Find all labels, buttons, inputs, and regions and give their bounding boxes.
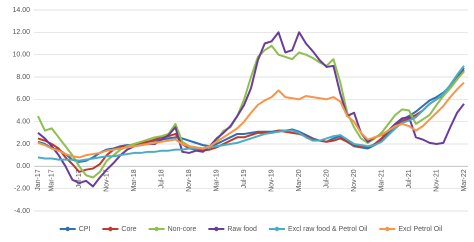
legend-label: Core <box>121 226 136 233</box>
series-line <box>37 65 465 162</box>
legend-label: Raw food <box>227 226 257 233</box>
x-tick-label: Jul-21 <box>406 169 413 188</box>
x-tick-label: Nov-19 <box>268 169 275 192</box>
legend-marker <box>154 226 159 232</box>
series-line <box>37 81 465 159</box>
x-tick-label: Nov-20 <box>351 169 358 192</box>
x-tick-label: Mar-20 <box>296 169 303 191</box>
x-tick-label: Nov-21 <box>433 169 440 192</box>
legend-marker <box>65 226 70 232</box>
x-tick-label: Nov-18 <box>186 169 193 192</box>
y-tick-label: 2.00 <box>16 141 30 148</box>
x-tick-label: Jul-19 <box>241 169 248 188</box>
legend-label: CPI <box>79 226 91 233</box>
legend-label: Excl Petrol Oil <box>398 226 442 233</box>
series-line <box>37 67 465 163</box>
y-tick-label: 10.00 <box>12 52 30 59</box>
y-tick-label: 6.00 <box>16 96 30 103</box>
legend-label: Non-core <box>168 226 197 233</box>
series-line <box>37 44 465 179</box>
y-tick-label: 4.00 <box>16 119 30 126</box>
x-tick-label: Jul-20 <box>323 169 330 188</box>
legend-label: Excl raw food & Petrol Oil <box>288 226 368 233</box>
x-tick-label: Mar-22 <box>461 169 468 191</box>
x-tick-label: Mar-19 <box>213 169 220 191</box>
series-line <box>37 31 465 188</box>
y-tick-label: -4.00 <box>14 208 30 215</box>
x-tick-label: Jul-18 <box>159 169 166 188</box>
chart: -4.00 -2.00 0.00 2.00 4.00 6.00 8.00 10.00 12.00… <box>12 7 468 233</box>
x-tick-label: Jan-17 <box>35 169 42 191</box>
legend: CPI Core Non-core Raw food Excl raw food & P… <box>59 226 443 233</box>
x-tick-label: Mar-21 <box>378 169 385 191</box>
y-tick-label: -2.00 <box>14 186 30 193</box>
y-tick-label: 12.00 <box>12 29 30 36</box>
x-tick-label: Jul-17 <box>76 169 83 188</box>
y-tick-label: 8.00 <box>16 74 30 81</box>
x-tick-label: Mar-17 <box>49 169 56 191</box>
legend-marker <box>274 226 280 232</box>
legend-marker <box>108 226 113 232</box>
x-tick-label: Nov-17 <box>104 169 111 192</box>
page: {"chart_data": {"type": "line", "categor… <box>12 6 468 233</box>
y-tick-label: 0.00 <box>16 163 30 170</box>
x-tick-label: Mar-18 <box>131 169 138 191</box>
legend-marker <box>385 226 390 232</box>
y-tick-label: 14.00 <box>12 7 30 14</box>
legend-marker <box>214 226 219 232</box>
